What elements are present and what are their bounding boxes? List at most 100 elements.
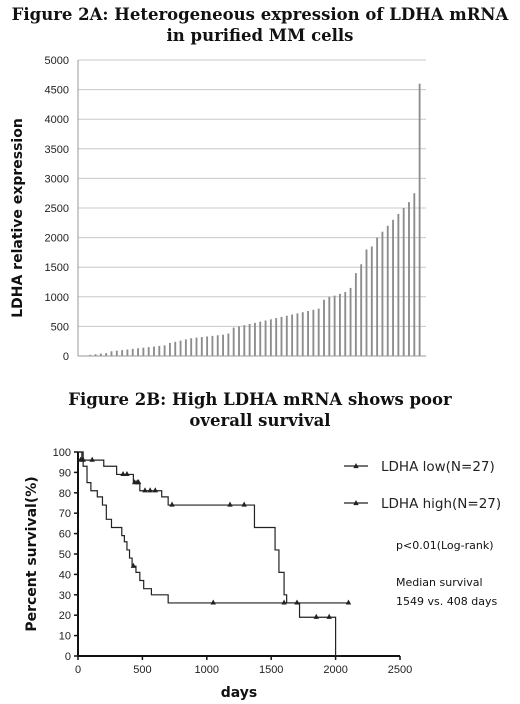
bar	[285, 315, 288, 356]
bar	[349, 287, 352, 356]
y-tick-label: 100	[53, 447, 71, 459]
figure-2a-y-axis-label: LDHA relative expression	[10, 118, 26, 318]
bar	[105, 353, 108, 356]
bar	[386, 225, 389, 356]
bar	[408, 202, 410, 356]
log-rank-p-value: p<0.01(Log-rank)	[396, 539, 494, 552]
bar	[200, 337, 203, 356]
legend-low-label: LDHA low(N=27)	[381, 459, 495, 475]
censor-marker	[124, 470, 130, 477]
bar	[323, 299, 325, 356]
bar	[211, 335, 214, 356]
y-tick-label: 0	[65, 651, 71, 663]
bar	[147, 347, 150, 356]
y-tick-label: 90	[59, 467, 71, 479]
bar	[413, 193, 416, 356]
bar	[190, 338, 193, 356]
figure-2b-x-axis-label: days	[221, 685, 258, 701]
bar	[397, 213, 400, 356]
y-tick-label: 3500	[45, 144, 69, 156]
y-tick-label: 0	[63, 351, 69, 363]
bar	[360, 264, 363, 356]
bar	[381, 231, 384, 356]
censor-marker	[345, 599, 352, 605]
censor-marker	[313, 613, 319, 619]
y-tick-label: 4000	[45, 114, 69, 126]
legend-high-marker	[353, 500, 359, 506]
censor-marker	[120, 470, 126, 477]
y-tick-label: 1500	[45, 262, 69, 274]
censor-marker	[210, 599, 216, 605]
figure-2a-axes	[77, 60, 426, 357]
bar	[238, 326, 240, 356]
figure-2a-bar-chart: 0 500 1000 1500 2000 2500 3000 3500 4000 4500 5000…	[10, 55, 426, 363]
censor-marker	[281, 599, 287, 605]
bar	[169, 342, 171, 356]
y-tick-label: 60	[59, 529, 71, 541]
bar	[206, 336, 209, 356]
bar	[365, 249, 368, 356]
bar	[307, 311, 309, 356]
bar	[126, 349, 129, 356]
bar	[222, 334, 224, 356]
x-tick-label: 500	[133, 664, 151, 676]
bar	[99, 353, 102, 356]
bar	[227, 333, 230, 356]
censor-marker	[294, 599, 300, 605]
bar	[89, 354, 92, 356]
survival-step-line	[78, 451, 341, 657]
censor-marker	[169, 501, 175, 507]
figure-2a-bars	[84, 83, 421, 357]
bar	[370, 246, 373, 356]
bar	[354, 273, 357, 356]
bar	[296, 313, 299, 356]
bar	[174, 341, 177, 356]
figure-2b-title-line-2: overall survival	[189, 411, 331, 430]
y-tick-label: 30	[59, 590, 71, 602]
bar	[115, 350, 118, 356]
figure-2b-y-ticks: 0 10 20 30 40 50 60 70 80 90 100	[53, 447, 78, 663]
legend-low-marker	[353, 463, 359, 469]
median-survival-label: Median survival	[396, 576, 483, 589]
figure-2b-survival-curves	[77, 451, 352, 657]
bar	[339, 293, 341, 356]
bar	[259, 321, 262, 356]
censor-marker	[227, 501, 233, 507]
bar	[317, 308, 320, 356]
bar	[418, 83, 421, 357]
censor-marker	[130, 562, 137, 568]
bar	[137, 348, 139, 356]
figure-2a-title: Figure 2A: Heterogeneous expression of L…	[0, 4, 520, 46]
censor-marker	[135, 479, 142, 485]
bar	[275, 318, 278, 356]
figure-2b-axes	[77, 452, 400, 657]
bar	[163, 345, 166, 356]
bar	[131, 348, 134, 356]
bar	[344, 292, 347, 356]
figure-2b-x-ticks: 0 500 1000 1500 2000 2500	[75, 656, 412, 676]
bar	[376, 237, 379, 356]
censor-marker	[152, 487, 158, 493]
median-survival-values: 1549 vs. 408 days	[396, 595, 497, 608]
figure-2a-gridlines	[78, 59, 426, 327]
bar	[121, 350, 124, 356]
bar	[301, 312, 304, 356]
legend-high-label: LDHA high(N=27)	[381, 496, 501, 512]
figure-2a-title-line-2: in purified MM cells	[166, 26, 354, 45]
y-tick-label: 40	[59, 569, 71, 581]
y-tick-label: 1000	[45, 292, 69, 304]
figure-2b-title: Figure 2B: High LDHA mRNA shows poor ove…	[0, 389, 520, 431]
y-tick-label: 5000	[45, 55, 69, 67]
y-tick-label: 4500	[45, 85, 69, 97]
figure-2b-legend: LDHA low(N=27) LDHA high(N=27)	[344, 459, 501, 512]
bar	[232, 327, 235, 356]
censor-marker	[77, 456, 84, 462]
y-tick-label: 2000	[45, 233, 69, 245]
bar	[243, 325, 246, 356]
bar	[216, 335, 219, 356]
bar	[392, 219, 394, 356]
bar	[402, 208, 405, 356]
y-tick-label: 80	[59, 488, 71, 500]
censor-marker	[326, 613, 332, 619]
